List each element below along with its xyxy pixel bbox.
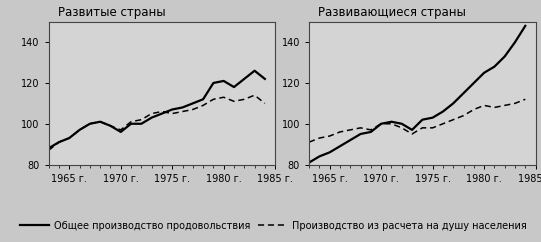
Text: Развитые страны: Развитые страны bbox=[58, 6, 166, 19]
Text: Развивающиеся страны: Развивающиеся страны bbox=[318, 6, 466, 19]
Legend: Общее производство продовольствия, Производство из расчета на душу населения: Общее производство продовольствия, Произ… bbox=[16, 217, 530, 235]
